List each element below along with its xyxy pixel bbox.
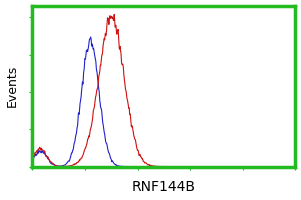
Y-axis label: Events: Events — [5, 65, 19, 107]
X-axis label: RNF144B: RNF144B — [132, 180, 196, 194]
